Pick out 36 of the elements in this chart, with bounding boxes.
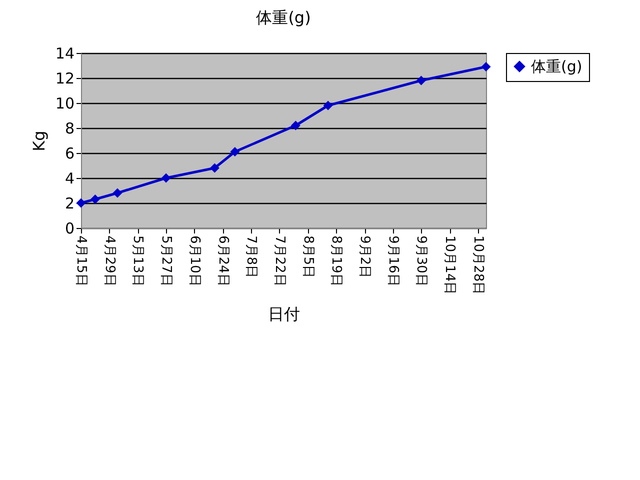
- y-tick-label: 0: [64, 220, 74, 238]
- point: [416, 76, 426, 86]
- y-tick-label: 10: [55, 94, 74, 112]
- legend-label: 体重(g): [531, 58, 582, 76]
- chart-title: 体重(g): [256, 8, 311, 27]
- point: [112, 188, 122, 198]
- y-tick-label: 12: [55, 70, 74, 88]
- x-tick-label: 4月15日: [74, 236, 88, 286]
- x-tick-label: 10月14日: [442, 236, 458, 295]
- x-tick-label: 8月19日: [328, 236, 344, 286]
- y-tick-label: 2: [64, 194, 74, 212]
- y-axis-title: Kg: [29, 130, 48, 152]
- y-tick-label: 8: [64, 120, 74, 138]
- x-tick-label: 6月24日: [215, 236, 230, 286]
- point: [481, 62, 491, 72]
- point: [210, 163, 220, 173]
- point: [290, 120, 300, 130]
- x-tick-label: 10月28日: [470, 236, 486, 295]
- point: [90, 194, 100, 204]
- x-tick-label: 6月10日: [186, 236, 202, 286]
- x-tick-label: 5月13日: [130, 236, 146, 286]
- x-tick-label: 5月27日: [158, 236, 174, 286]
- x-tick-label: 9月30日: [414, 236, 429, 286]
- x-axis-title: 日付: [268, 304, 300, 324]
- point: [161, 173, 171, 183]
- y-tick-label: 4: [64, 170, 74, 188]
- y-tick-label: 14: [55, 44, 74, 62]
- x-tick-label: 7月8日: [244, 236, 259, 278]
- x-tick-label: 4月29日: [102, 236, 117, 286]
- x-tick-label: 8月5日: [300, 236, 316, 278]
- x-tick-label: 7月22日: [272, 236, 287, 286]
- y-tick-label: 6: [64, 144, 74, 162]
- x-tick-label: 9月16日: [385, 236, 400, 286]
- x-tick-label: 9月2日: [357, 236, 372, 278]
- point: [323, 100, 333, 110]
- point: [230, 147, 240, 156]
